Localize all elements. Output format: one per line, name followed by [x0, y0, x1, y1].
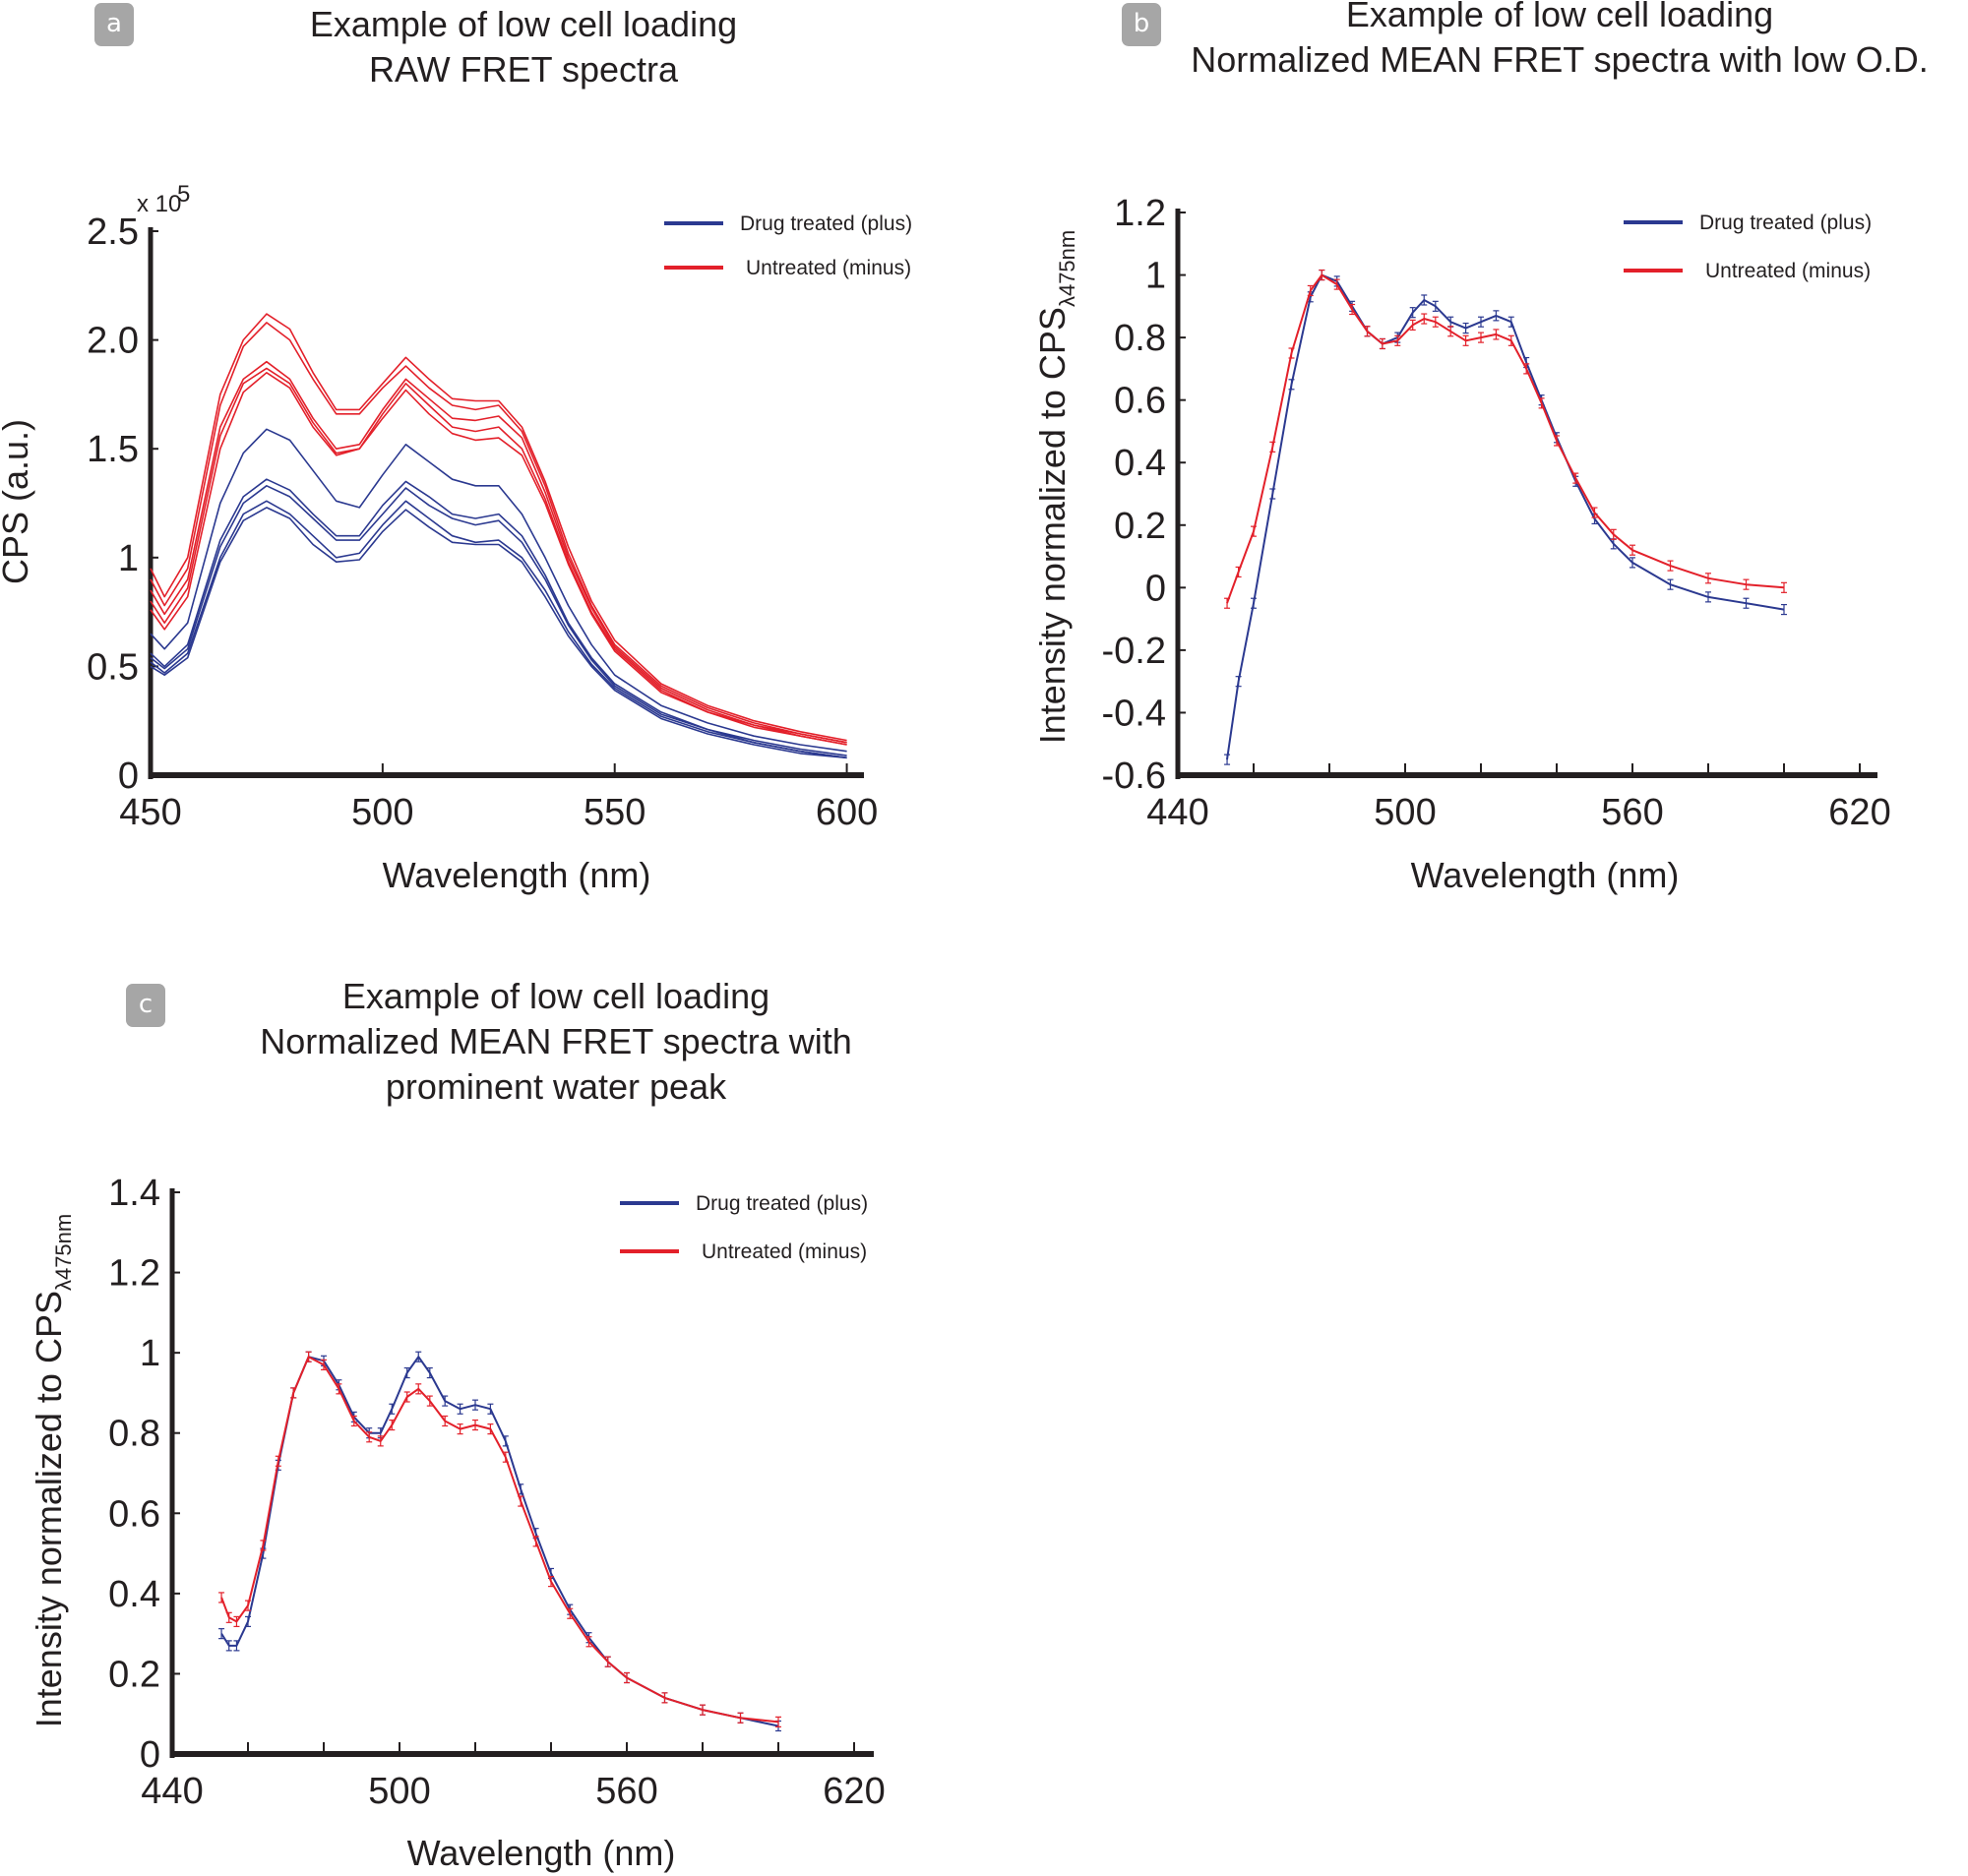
y-tick-label: 1.5: [87, 429, 139, 470]
y-tick-label: 0.2: [1114, 506, 1166, 547]
panel-a-title: Example of low cell loading RAW FRET spe…: [228, 2, 819, 92]
panel-c-badge: c: [126, 984, 165, 1027]
y-tick-label: 2.0: [87, 321, 139, 362]
y-axis-title-subscript: λ475nm: [1055, 230, 1079, 307]
y-tick-label: 2.5: [87, 212, 139, 253]
panel-a-title-line-2: RAW FRET spectra: [368, 49, 679, 90]
series-line-untreated: [150, 322, 847, 744]
y-tick-label: 1: [140, 1333, 160, 1374]
x-tick-label: 550: [584, 792, 646, 833]
y-axis-title-main: Intensity normalized to CPS: [29, 1291, 69, 1727]
y-tick-label: -0.6: [1102, 756, 1166, 797]
y-axis-title-main: Intensity normalized to CPS: [1032, 307, 1073, 744]
y-multiplier-exponent: 5: [177, 181, 190, 208]
x-tick-label: 500: [368, 1771, 430, 1812]
y-tick-label: 1.2: [108, 1253, 160, 1295]
y-tick-label: 0.5: [87, 646, 139, 688]
series-line-untreated: [150, 367, 847, 746]
y-tick-label: 1.4: [108, 1173, 160, 1214]
panel-b-badge: b: [1122, 3, 1161, 46]
panel-c-title: Example of low cell loading Normalized M…: [212, 974, 900, 1110]
x-axis-title: Wavelength (nm): [407, 1833, 676, 1873]
x-axis-title: Wavelength (nm): [383, 855, 651, 895]
legend-label: Untreated (minus): [1705, 260, 1871, 282]
series-line-drug-treated: [150, 507, 847, 759]
y-axis-title: CPS (a.u.): [0, 419, 35, 584]
series-line-drug-treated: [150, 428, 847, 753]
panel-c-title-line-1: Example of low cell loading: [341, 976, 770, 1016]
series-line-drug-treated: [150, 478, 847, 756]
y-tick-label: 1: [1145, 256, 1166, 297]
y-tick-label: 0.4: [1114, 443, 1166, 484]
legend-label: Untreated (minus): [702, 1241, 867, 1263]
x-tick-label: 500: [1374, 792, 1436, 833]
y-tick-label: -0.2: [1102, 631, 1166, 672]
legend-label: Untreated (minus): [746, 257, 911, 279]
series-line-drug-treated: [150, 500, 847, 759]
panel-b-title-line-2: Normalized MEAN FRET spectra with low O.…: [1191, 39, 1929, 80]
y-tick-label: 0: [1145, 568, 1166, 609]
legend-label: Drug treated (plus): [740, 212, 912, 235]
series-line-untreated: [150, 313, 847, 742]
panel-b-title: Example of low cell loading Normalized M…: [1151, 0, 1968, 83]
legend-label: Drug treated (plus): [1699, 212, 1872, 234]
series-line-untreated: [150, 371, 847, 746]
y-axis-title: Intensity normalized to CPSλ475nm: [29, 1214, 76, 1727]
x-tick-label: 440: [1146, 792, 1208, 833]
x-tick-label: 620: [1828, 792, 1890, 833]
series-line-drug-treated: [220, 1356, 779, 1727]
y-tick-label: 1: [118, 538, 139, 579]
x-tick-label: 600: [816, 792, 878, 833]
y-tick-label: -0.4: [1102, 693, 1166, 734]
x-tick-label: 440: [141, 1771, 203, 1812]
x-tick-label: 560: [595, 1771, 657, 1812]
series-line-untreated: [220, 1356, 779, 1724]
x-tick-label: 450: [119, 792, 181, 833]
x-tick-label: 500: [351, 792, 413, 833]
panel-a-title-line-1: Example of low cell loading: [309, 4, 738, 44]
panel-b-title-line-1: Example of low cell loading: [1345, 0, 1774, 34]
y-tick-label: 1.2: [1114, 193, 1166, 234]
panel-c-title-line-2: Normalized MEAN FRET spectra with: [260, 1021, 852, 1061]
x-axis-title: Wavelength (nm): [1411, 855, 1680, 895]
panel-c-title-line-3: prominent water peak: [385, 1066, 727, 1107]
y-tick-label: 0.8: [1114, 318, 1166, 359]
y-axis-title-subscript: λ475nm: [51, 1214, 76, 1291]
y-tick-label: 0.6: [1114, 381, 1166, 422]
y-tick-label: 0.4: [108, 1574, 160, 1615]
y-axis-title: Intensity normalized to CPSλ475nm: [1032, 230, 1079, 744]
x-tick-label: 560: [1601, 792, 1663, 833]
y-tick-label: 0.2: [108, 1654, 160, 1695]
x-tick-label: 620: [823, 1771, 885, 1812]
y-multiplier-base: x 10: [137, 191, 181, 217]
series-line-drug-treated: [150, 484, 847, 759]
legend-label: Drug treated (plus): [696, 1192, 868, 1215]
y-tick-label: 0: [140, 1734, 160, 1776]
series-line-untreated: [150, 360, 847, 744]
y-tick-label: 0.6: [108, 1493, 160, 1535]
y-tick-label: 0: [118, 756, 139, 797]
panel-a-badge: a: [94, 3, 134, 46]
y-tick-label: 0.8: [108, 1414, 160, 1455]
